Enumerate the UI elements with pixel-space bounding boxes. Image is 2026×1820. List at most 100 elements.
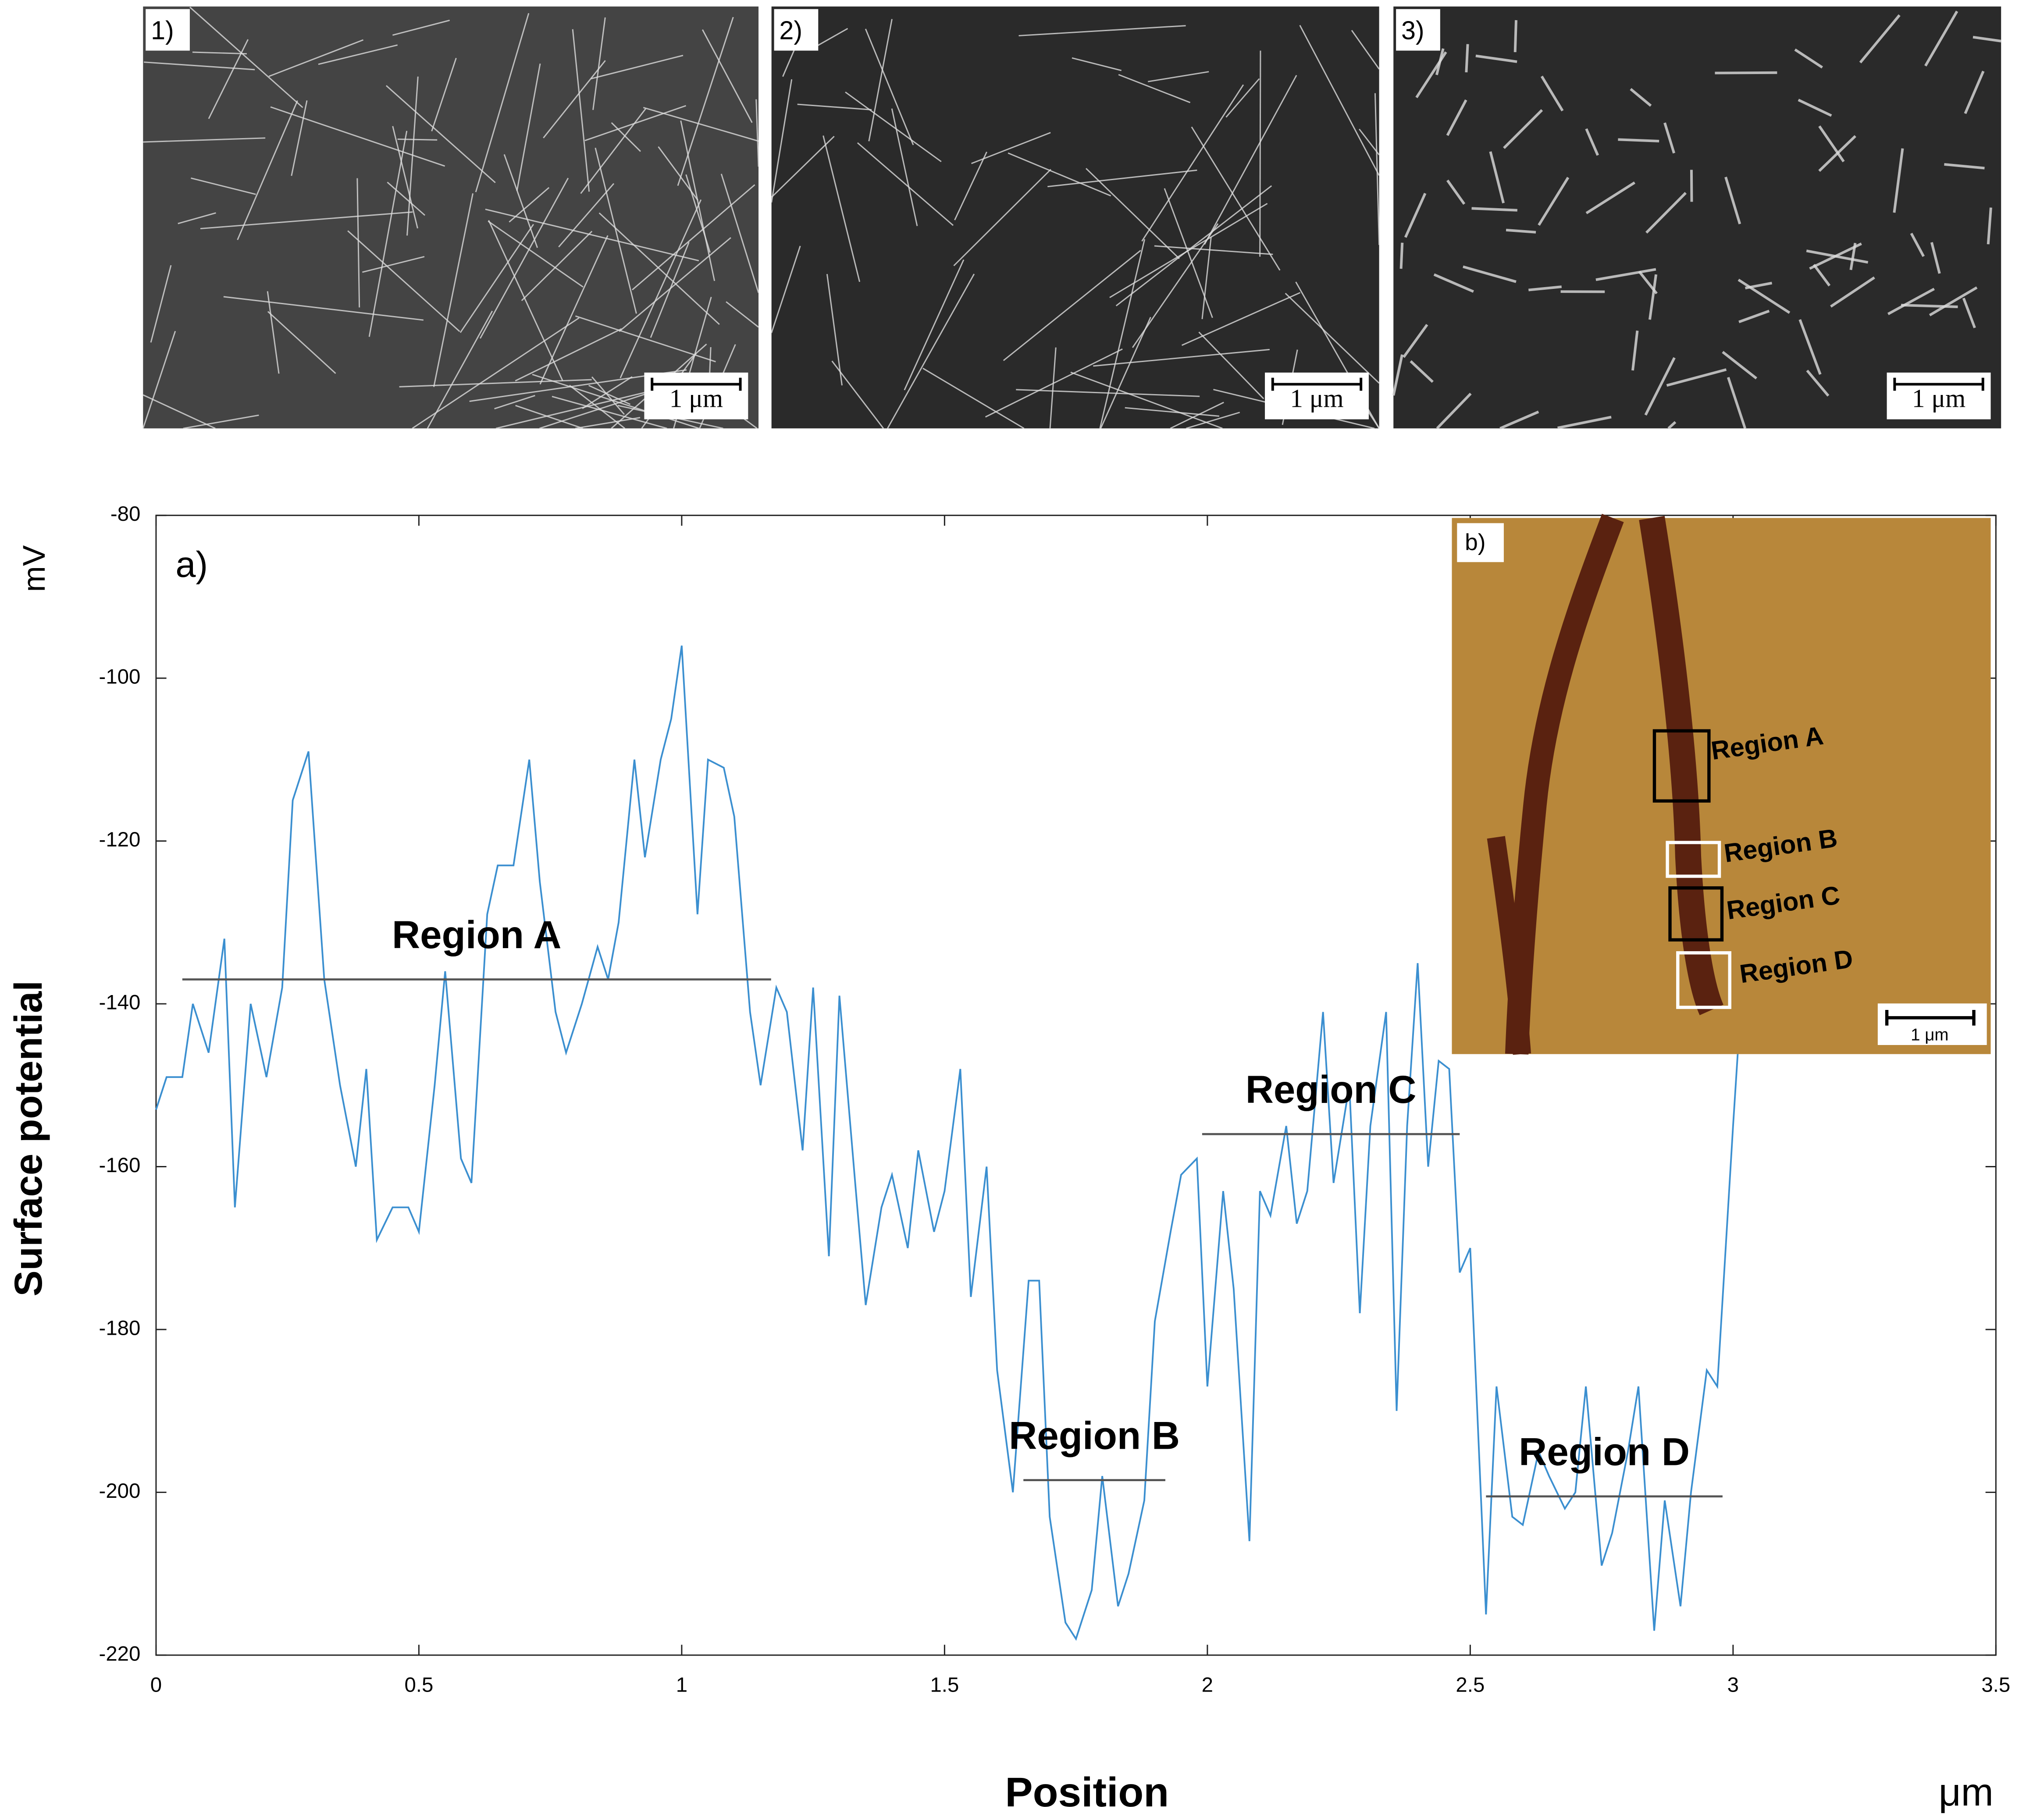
nanowire [1446,99,1467,136]
y-tick-label: -200 [99,1479,141,1503]
nanowire [399,379,592,387]
nanowire [1738,309,1770,323]
x-tick-label: 1 [676,1673,687,1696]
panel-label-bg [1396,9,1440,51]
nanowire [1809,242,1862,270]
nanowire [191,177,256,195]
nanowire [1403,323,1428,358]
nanowire [392,126,418,229]
nanowire [831,360,884,429]
nanowire [521,231,593,301]
nanowire [200,211,413,230]
nanowire [857,142,954,226]
nanowire [1644,357,1676,416]
nanowire [318,44,398,65]
nanowire [1191,126,1281,271]
nanowire [515,405,583,429]
afm-wire [1639,515,1724,1016]
nanowire [427,310,493,429]
nanowire [503,154,538,248]
nanowire [1047,169,1197,188]
nanowire [632,184,755,291]
plot-frame [155,515,1997,1656]
nanowire [1794,48,1823,69]
nanowire [771,135,835,198]
y-tick-label: -100 [99,665,141,689]
x-tick-label: 2 [1202,1673,1213,1696]
nanowire [362,256,425,273]
nanowire [1471,207,1517,212]
x-tick-label: 3.5 [1981,1673,2010,1696]
nanowire [143,137,266,143]
nanowire [1399,242,1404,269]
nanowire [985,348,1123,418]
region-box [1652,729,1711,803]
nanowire [1859,14,1901,64]
nanowire [771,245,801,333]
nanowire [1285,292,1380,384]
nanowire [1475,54,1517,63]
nanowire [1806,370,1830,397]
scale-bg [644,372,748,419]
nanowire [397,138,438,141]
region-label: Region A [392,913,562,956]
nanowire [270,106,445,167]
nanowire [178,212,216,224]
nanowire [1538,177,1570,226]
nanowire [1147,71,1209,82]
nanowire [291,100,308,176]
nanowire [142,394,216,429]
scale-bar [1893,377,1984,391]
nanowire [755,99,759,167]
x-unit: μm [1939,1770,1994,1814]
nanowire [268,39,364,77]
nanowire [1225,78,1260,118]
nanowire [575,315,716,363]
nanowire [1109,203,1268,298]
nanowire [1072,57,1122,71]
y-tick-label: -140 [99,991,141,1014]
nanowire [677,17,734,186]
nanowire [431,57,457,132]
nanowire [543,60,606,139]
panel-label: 3) [1401,16,1424,45]
nanowire [569,384,626,429]
nanowire [1170,402,1224,429]
nanowire [1410,360,1434,383]
nanowire [515,328,622,382]
nanowire [771,79,793,203]
panel-label: a) [175,544,208,585]
nanowire [1973,36,2001,43]
nanowire [539,392,650,429]
x-tick-label: 0.5 [404,1673,433,1696]
nanowire [1648,274,1658,320]
nanowire [208,39,249,119]
nanowire [392,19,450,36]
nanowire [516,63,541,191]
nanowire [475,13,530,192]
nanowire [1463,265,1517,283]
nanowire [1727,377,1747,429]
nanowire [813,28,848,49]
nanowire [1585,128,1599,156]
nanowire [643,107,759,142]
nanowire [1499,410,1539,430]
nanowire [584,105,687,142]
region-label: Region D [1519,1430,1690,1473]
nanowire [412,317,580,429]
panel-label: 2) [779,16,802,45]
nanowire [1374,93,1380,245]
region-box [1668,886,1724,942]
nanowire [347,230,460,332]
nanowire [1924,11,1958,67]
nanowire [904,259,965,391]
sem-image [143,6,759,429]
nanowire [1118,74,1191,103]
nanowire [479,178,569,339]
x-tick-label: 2.5 [1456,1673,1485,1696]
nanowire [356,178,360,308]
nanowire [1667,421,1677,430]
nanowire [1595,268,1656,281]
scale-bar [1271,377,1363,391]
